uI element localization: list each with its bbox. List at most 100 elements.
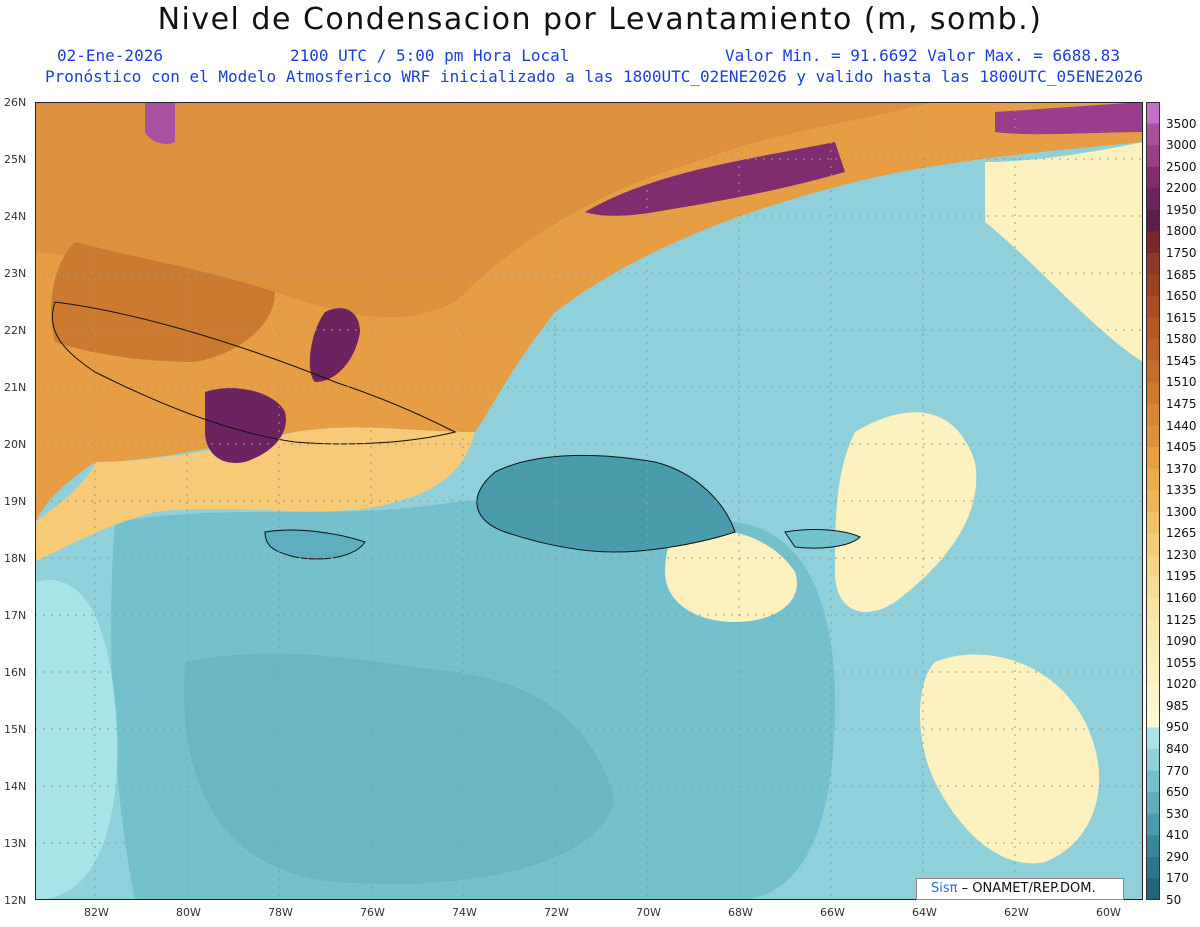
legend-level-label: 1090 — [1166, 634, 1197, 649]
legend-swatch — [1146, 231, 1160, 254]
legend-level-label: 2500 — [1166, 159, 1197, 174]
yellow-transition-west — [35, 427, 475, 562]
legend-swatch — [1146, 835, 1160, 858]
purple-core-cuba — [205, 388, 286, 463]
credit-box: Sisπ – ONAMET/REP.DOM. — [916, 878, 1124, 900]
legend-level-label: 3500 — [1166, 116, 1197, 131]
jamaica — [264, 529, 366, 560]
gridlines — [35, 102, 1143, 900]
legend-level-label: 1950 — [1166, 202, 1197, 217]
purple-core-florida — [145, 102, 175, 144]
forecast-date: 02-Ene-2026 — [57, 46, 163, 65]
legend-level-label: 1800 — [1166, 224, 1197, 239]
legend-swatch — [1146, 490, 1160, 513]
legend-swatch — [1146, 102, 1160, 125]
yellow-hispaniola-east — [665, 529, 797, 622]
legend-swatch — [1146, 468, 1160, 491]
legend-swatch — [1146, 511, 1160, 534]
latitude-label: 19N — [4, 495, 27, 508]
legend-swatch — [1146, 317, 1160, 340]
legend-swatch — [1146, 598, 1160, 621]
legend-level-label: 950 — [1166, 720, 1189, 735]
legend-swatch — [1146, 188, 1160, 211]
legend-swatch — [1146, 209, 1160, 232]
legend-level-label: 1405 — [1166, 440, 1197, 455]
legend-swatch — [1146, 425, 1160, 448]
legend-level-label: 985 — [1166, 698, 1189, 713]
legend-level-label: 50 — [1166, 893, 1182, 907]
lcl-map — [35, 102, 1143, 900]
longitude-label: 64W — [912, 906, 937, 919]
legend-level-label: 1300 — [1166, 504, 1197, 519]
longitude-label: 70W — [636, 906, 661, 919]
legend-level-label: 1580 — [1166, 332, 1197, 347]
legend-swatch — [1146, 447, 1160, 470]
longitude-label: 82W — [84, 906, 109, 919]
legend-swatch — [1146, 619, 1160, 642]
legend-level-label: 1020 — [1166, 677, 1197, 692]
longitude-label: 76W — [360, 906, 385, 919]
min-max-values: Valor Min. = 91.6692 Valor Max. = 6688.8… — [725, 46, 1120, 65]
legend-level-label: 170 — [1166, 871, 1189, 886]
legend-swatch — [1146, 145, 1160, 168]
legend-swatch — [1146, 576, 1160, 599]
latitude-label: 16N — [4, 666, 27, 679]
purple-core-ne — [585, 142, 845, 216]
legend-level-label: 410 — [1166, 828, 1189, 843]
legend-swatch — [1146, 554, 1160, 577]
map-title: Nivel de Condensacion por Levantamiento … — [157, 2, 1043, 37]
legend-level-label: 1545 — [1166, 353, 1197, 368]
legend-swatch — [1146, 856, 1160, 879]
brand-label: Sisπ — [931, 881, 958, 896]
legend-swatch — [1146, 296, 1160, 319]
legend-level-label: 650 — [1166, 785, 1189, 800]
legend-swatch — [1146, 749, 1160, 772]
longitude-label: 62W — [1004, 906, 1029, 919]
latitude-label: 20N — [4, 438, 27, 451]
longitude-label: 66W — [820, 906, 845, 919]
latitude-label: 24N — [4, 210, 27, 223]
legend-level-label: 1615 — [1166, 310, 1197, 325]
legend-level-label: 1750 — [1166, 245, 1197, 260]
legend-level-label: 1475 — [1166, 396, 1197, 411]
legend-level-label: 840 — [1166, 742, 1189, 757]
latitude-label: 22N — [4, 324, 27, 337]
legend-level-label: 1160 — [1166, 591, 1197, 606]
legend-swatch — [1146, 274, 1160, 297]
legend-level-label: 2200 — [1166, 181, 1197, 196]
longitude-label: 60W — [1096, 906, 1121, 919]
latitude-label: 14N — [4, 780, 27, 793]
legend-swatch — [1146, 533, 1160, 556]
pale-blue-band — [35, 580, 118, 900]
legend-level-label: 1125 — [1166, 612, 1197, 627]
map-frame — [35, 102, 1143, 900]
color-legend — [1146, 102, 1160, 900]
latitude-label: 26N — [4, 96, 27, 109]
legend-swatch — [1146, 792, 1160, 815]
legend-level-label: 1440 — [1166, 418, 1197, 433]
legend-level-label: 1650 — [1166, 289, 1197, 304]
legend-level-label: 1230 — [1166, 547, 1197, 562]
yellow-east — [985, 142, 1143, 362]
orange-field-west — [51, 242, 275, 362]
longitude-label: 74W — [452, 906, 477, 919]
orange-field-core — [35, 102, 935, 318]
latitude-label: 13N — [4, 837, 27, 850]
legend-level-label: 1055 — [1166, 655, 1197, 670]
model-description: Pronóstico con el Modelo Atmosferico WRF… — [45, 67, 1144, 86]
legend-level-label: 1195 — [1166, 569, 1197, 584]
longitude-label: 78W — [268, 906, 293, 919]
purple-core-ne-edge — [995, 102, 1143, 135]
legend-level-label: 1335 — [1166, 483, 1197, 498]
legend-swatch — [1146, 770, 1160, 793]
legend-swatch — [1146, 252, 1160, 276]
legend-level-label: 3000 — [1166, 138, 1197, 153]
puerto-rico — [784, 529, 861, 549]
purple-core-cuba-east — [309, 308, 360, 382]
legend-swatch — [1146, 339, 1160, 362]
legend-swatch — [1146, 705, 1160, 728]
legend-level-label: 1685 — [1166, 267, 1197, 282]
legend-swatch — [1146, 360, 1160, 383]
legend-swatch — [1146, 382, 1160, 405]
latitude-label: 17N — [4, 609, 27, 622]
